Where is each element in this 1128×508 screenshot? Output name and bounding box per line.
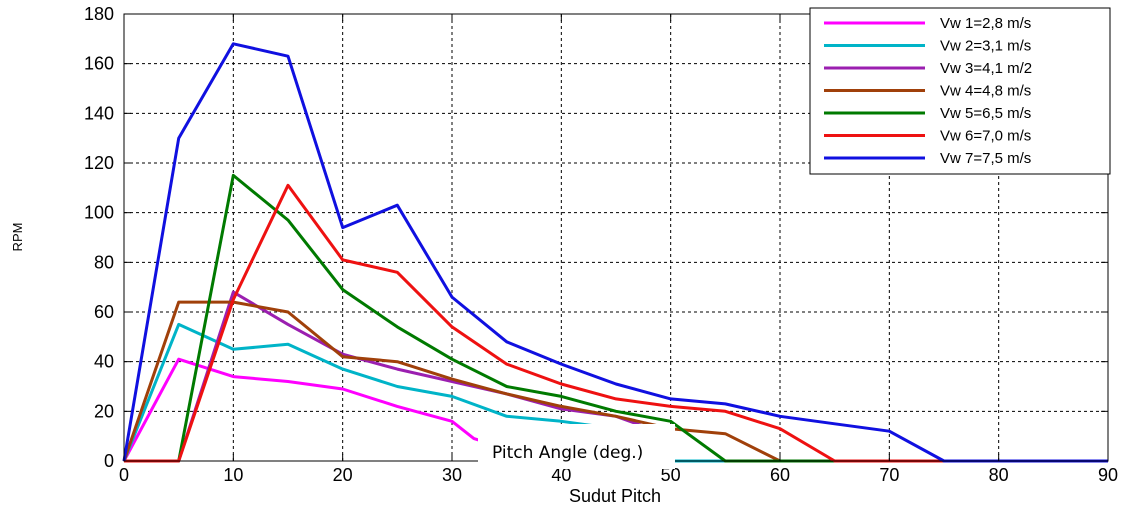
annotation-box <box>478 424 675 469</box>
x-tick-label: 90 <box>1098 465 1118 485</box>
x-tick-label: 80 <box>989 465 1009 485</box>
annotation: Pitch Angle (deg.) <box>478 424 675 469</box>
x-tick-label: 0 <box>119 465 129 485</box>
annotation-text: Pitch Angle (deg.) <box>492 443 643 463</box>
legend-label-1: Vw 1=2,8 m/s <box>940 15 1031 32</box>
legend-label-6: Vw 6=7,0 m/s <box>940 128 1031 145</box>
legend-label-2: Vw 2=3,1 m/s <box>940 38 1031 55</box>
y-tick-label: 180 <box>84 4 114 24</box>
y-tick-label: 80 <box>94 252 114 272</box>
x-tick-label: 10 <box>223 465 243 485</box>
series-line-3 <box>124 290 672 463</box>
y-tick-label: 160 <box>84 54 114 74</box>
legend-label-4: Vw 4=4,8 m/s <box>940 83 1031 100</box>
legend-label-7: Vw 7=7,5 m/s <box>940 150 1031 167</box>
y-tick-label: 60 <box>94 302 114 322</box>
y-axis-label: RPM <box>10 223 25 252</box>
x-tick-label: 70 <box>879 465 899 485</box>
x-tick-label: 50 <box>661 465 681 485</box>
x-tick-label: 40 <box>551 465 571 485</box>
y-tick-label: 20 <box>94 401 114 421</box>
y-tick-label: 140 <box>84 103 114 123</box>
y-tick-label: 120 <box>84 153 114 173</box>
axis-labels: Sudut Pitch RPM <box>10 223 661 506</box>
x-tick-label: 60 <box>770 465 790 485</box>
y-tick-label: 0 <box>104 451 114 471</box>
x-tick-label: 20 <box>333 465 353 485</box>
y-tick-label: 40 <box>94 352 114 372</box>
y-tick-label: 100 <box>84 203 114 223</box>
legend-label-3: Vw 3=4,1 m/2 <box>940 60 1032 77</box>
x-tick-label: 30 <box>442 465 462 485</box>
legend: Vw 1=2,8 m/s Vw 2=3,1 m/s Vw 3=4,1 m/2 Vw 4… <box>809 7 1111 175</box>
x-axis-label: Sudut Pitch <box>569 486 661 506</box>
legend-label-5: Vw 5=6,5 m/s <box>940 105 1031 122</box>
